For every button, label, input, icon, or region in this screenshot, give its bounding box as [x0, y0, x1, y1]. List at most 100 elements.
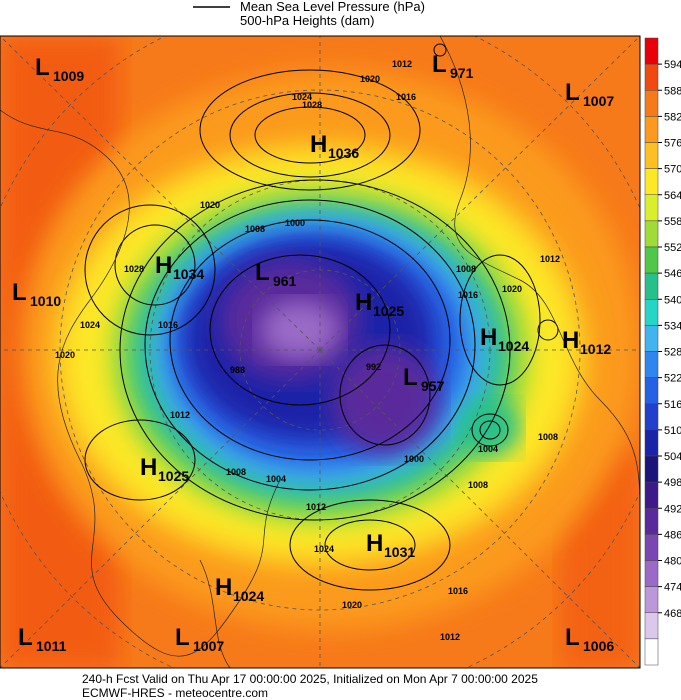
contour-label: 1008 [245, 224, 265, 234]
isobars [84, 43, 559, 591]
contour-label: 1016 [448, 586, 468, 596]
contour-label: 1024 [292, 92, 312, 102]
center-value: 961 [273, 273, 297, 289]
contour-label: 1020 [360, 74, 380, 84]
contour-label: 1020 [200, 200, 220, 210]
colorbar-swatch [644, 534, 659, 561]
contour-label: 1016 [158, 320, 178, 330]
colorbar-swatch [644, 194, 659, 222]
center-kind: L [565, 624, 580, 651]
colorbar-swatch [644, 299, 659, 326]
colorbar-swatch [644, 638, 659, 666]
footer-text: ECMWF-HRES - meteocentre.com [82, 686, 268, 700]
center-kind: H [215, 574, 232, 601]
center-value: 1012 [580, 341, 611, 357]
contour-label: 1016 [458, 290, 478, 300]
colorbar-swatch [644, 220, 659, 248]
center-value: 1009 [53, 68, 84, 84]
colorbar-label: 564 [664, 190, 681, 202]
colorbar-swatch [644, 612, 659, 640]
center-kind: H [155, 252, 172, 279]
contour-label: 1028 [124, 264, 144, 274]
center-kind: L [432, 51, 447, 78]
contour-label: 1020 [55, 350, 75, 360]
colorbar-swatch [644, 90, 659, 117]
center-kind: L [565, 79, 580, 106]
contour-label: 1000 [285, 218, 305, 228]
center-value: 1010 [30, 293, 61, 309]
coastlines [0, 36, 640, 668]
colorbar-swatch [644, 586, 659, 613]
colorbar-label: 540 [664, 294, 681, 306]
colorbar-swatch [644, 272, 659, 300]
contour-label: 1008 [538, 432, 558, 442]
footer-text: 240-h Fcst Valid on Thu Apr 17 00:00:00 … [82, 672, 538, 686]
colorbar-swatch [644, 142, 659, 169]
colorbar-label: 474 [664, 582, 681, 594]
colorbar-swatch [644, 63, 659, 91]
colorbar-swatch [644, 325, 659, 352]
center-kind: H [562, 327, 579, 354]
center-value: 1007 [193, 638, 224, 654]
colorbar-label: 582 [664, 111, 681, 123]
colorbar-swatch [644, 481, 659, 509]
contour-label: 1004 [266, 474, 286, 484]
center-value: 1006 [583, 638, 614, 654]
colorbar-swatch [644, 37, 659, 65]
center-kind: L [175, 624, 190, 651]
colorbar-swatch [644, 351, 659, 378]
contour-label: 1012 [170, 410, 190, 420]
contour-label: 1028 [302, 100, 322, 110]
center-kind: L [35, 54, 50, 81]
legend-text: Mean Sea Level Pressure (hPa) [240, 0, 425, 14]
contour-label: 1000 [404, 454, 424, 464]
center-kind: L [18, 624, 33, 651]
contour-label: 1008 [226, 467, 246, 477]
contour-label: 1020 [342, 600, 362, 610]
center-kind: H [355, 289, 372, 316]
colorbar-swatch [644, 560, 659, 587]
center-value: 1025 [158, 468, 189, 484]
colorbar-label: 576 [664, 138, 681, 150]
contour-label: 1024 [80, 320, 100, 330]
colorbar-label: 492 [664, 503, 681, 515]
center-value: 957 [421, 378, 445, 394]
legend-text: 500-hPa Heights (dam) [240, 13, 374, 28]
center-kind: H [366, 530, 383, 557]
center-kind: H [480, 324, 497, 351]
colorbar-swatch [644, 429, 659, 457]
colorbar-label: 486 [664, 529, 681, 541]
colorbar-label: 558 [664, 216, 681, 228]
contour-label: 988 [230, 365, 245, 375]
center-value: 1036 [328, 145, 359, 161]
center-kind: H [140, 454, 157, 481]
contour-label: 1012 [392, 59, 412, 69]
contour-label: 1008 [468, 480, 488, 490]
contour-label: 1020 [502, 284, 522, 294]
colorbar-label: 504 [664, 451, 681, 463]
contour-label: 1016 [396, 92, 416, 102]
colorbar-label: 468 [664, 608, 681, 620]
contour-labels: 1012102010241028101610201008100010081012… [55, 59, 560, 642]
center-kind: L [12, 279, 27, 306]
center-value: 1031 [384, 544, 415, 560]
colorbar-swatch [644, 168, 659, 195]
contour-label: 1012 [306, 502, 326, 512]
colorbar-label: 552 [664, 242, 681, 254]
contour-label: 1024 [314, 544, 334, 554]
colorbar-label: 480 [664, 556, 681, 568]
colorbar-swatch [644, 246, 659, 274]
colorbar-label: 510 [664, 425, 681, 437]
colorbar: 594 588 582 576 570 564 558 552 546 540 534 528 522 5… [644, 37, 681, 666]
center-value: 1011 [36, 638, 67, 654]
colorbar-swatch [644, 377, 659, 404]
colorbar-label: 570 [664, 164, 681, 176]
colorbar-swatch [644, 508, 659, 535]
contour-label: 1008 [456, 264, 476, 274]
center-value: 1007 [583, 93, 614, 109]
colorbar-label: 522 [664, 373, 681, 385]
contour-label: 1004 [478, 444, 498, 454]
center-value: 1025 [373, 303, 404, 319]
